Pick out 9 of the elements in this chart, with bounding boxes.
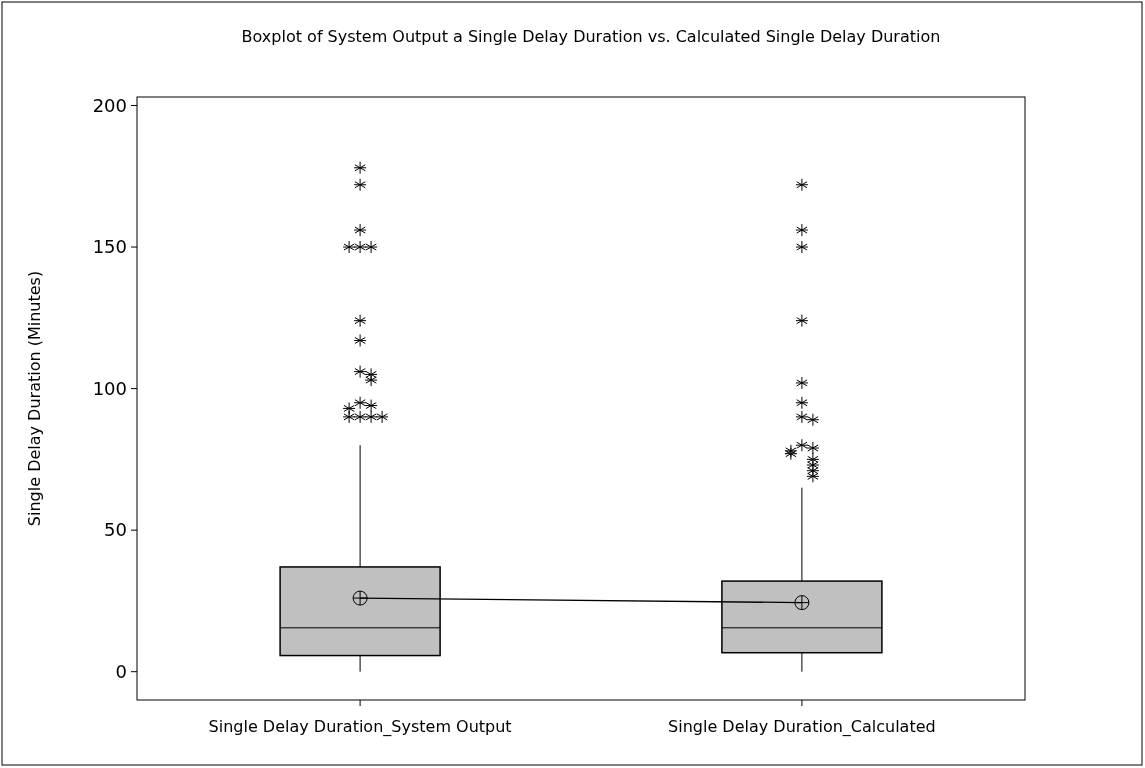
y-tick-label: 150 xyxy=(92,236,127,258)
y-tick-label: 200 xyxy=(92,94,127,116)
y-axis-title: Single Delay Duration (Minutes) xyxy=(25,270,44,527)
y-tick-label: 100 xyxy=(92,377,127,399)
x-tick-label: Single Delay Duration_System Output xyxy=(208,717,512,737)
y-tick-label: 0 xyxy=(115,660,127,682)
chart-title: Boxplot of System Output a Single Delay Duration vs. Calculated Single Delay Duration xyxy=(241,27,941,46)
x-tick-label: Single Delay Duration_Calculated xyxy=(668,717,936,737)
y-tick-label: 50 xyxy=(104,519,127,541)
